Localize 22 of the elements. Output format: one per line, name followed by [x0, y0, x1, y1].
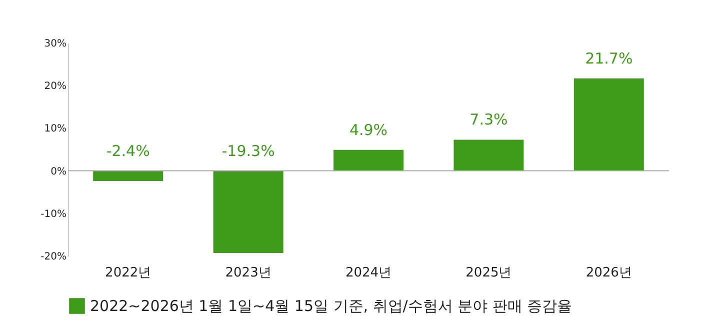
- x-tick-label: 2022년: [105, 266, 152, 280]
- bar: [454, 140, 524, 171]
- text: 21.7%: [585, 49, 633, 68]
- bar: [93, 170, 164, 182]
- bar: [213, 170, 284, 254]
- y-tick-label: -10%: [40, 208, 66, 220]
- bar: [574, 78, 644, 171]
- y-tick-label: 20%: [44, 81, 66, 92]
- text: -2.4%: [106, 142, 150, 160]
- text: -19.3%: [222, 142, 275, 160]
- x-tick-label: 2026년: [586, 266, 632, 280]
- legend-label: 2022~2026년 1월 1일~4월 15일 기준, 취업/수험서 분야 판매 증감율: [90, 297, 572, 315]
- x-tick-label: 2025년: [466, 266, 512, 280]
- text: 4.9%: [349, 120, 388, 139]
- y-tick-label: 30%: [44, 38, 66, 50]
- text: 7.3%: [470, 110, 508, 129]
- y-tick-label: 10%: [44, 124, 66, 135]
- y-tick-label: 0%: [50, 166, 66, 178]
- bar: [334, 150, 404, 171]
- y-tick-label: -20%: [40, 252, 66, 262]
- x-tick-label: 2024년: [345, 266, 392, 280]
- x-tick-label: 2023년: [225, 266, 272, 280]
